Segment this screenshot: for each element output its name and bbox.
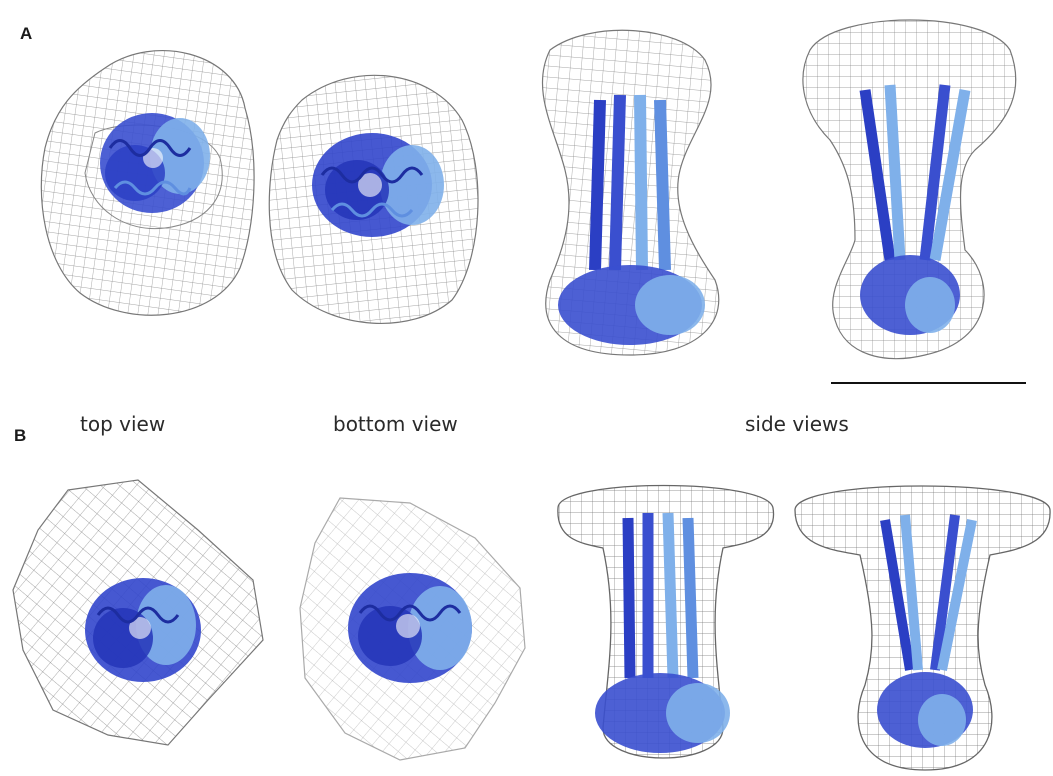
density-mesh-icon: [40, 49, 255, 316]
protein-ribbon-icon: [877, 514, 977, 748]
row-a-side-view-2-figure: [795, 10, 1020, 365]
row-b-top-view-figure: [8, 470, 273, 755]
density-mesh-icon: [541, 29, 720, 356]
density-mesh-icon: [557, 484, 775, 759]
protein-ribbon-icon: [595, 512, 730, 753]
protein-ribbon-icon: [558, 94, 705, 345]
protein-ribbon-icon: [100, 113, 210, 213]
row-a-bottom-view-figure: [262, 60, 487, 330]
protein-ribbon-icon: [85, 578, 201, 682]
view-label-bottom: bottom view: [333, 412, 458, 436]
row-b-side-view-2-figure: [790, 470, 1053, 775]
density-mesh-icon: [268, 74, 479, 324]
scale-bar: [831, 382, 1026, 384]
row-a-top-view-figure: [35, 38, 260, 323]
protein-ribbon-icon: [312, 133, 444, 237]
density-mesh-icon: [802, 19, 1017, 360]
view-label-top: top view: [80, 412, 166, 436]
density-mesh-icon: [12, 479, 264, 746]
protein-ribbon-icon: [348, 573, 472, 683]
row-a-side-view-1-figure: [530, 20, 730, 360]
view-label-side: side views: [745, 412, 849, 436]
density-mesh-icon: [299, 497, 526, 761]
row-b-side-view-1-figure: [548, 468, 778, 773]
panel-label-b: B: [14, 426, 27, 445]
density-mesh-icon: [794, 485, 1051, 771]
row-b-bottom-view-figure: [290, 488, 530, 768]
panel-label-a: A: [20, 24, 33, 43]
protein-ribbon-icon: [859, 84, 971, 335]
